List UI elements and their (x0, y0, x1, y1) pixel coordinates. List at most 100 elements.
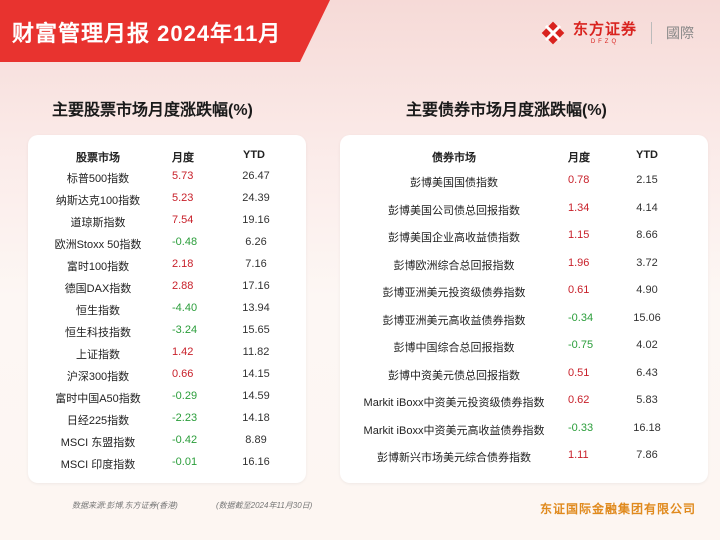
logo-divider (651, 22, 652, 44)
date-note: (数据截至2024年11月30日) (216, 501, 313, 510)
brand-logo: 东方证券 DFZQ 國際 (541, 18, 694, 48)
equity-row-month: -2.23 (172, 412, 198, 424)
bond-table-row: 彭博美国公司债总回报指数 1.34 4.14 (340, 202, 708, 218)
header-band (0, 0, 330, 62)
equity-table-row: 德国DAX指数 2.88 17.16 (28, 280, 306, 296)
logo-text: 东方证券 DFZQ (573, 22, 637, 45)
equity-row-month: 7.54 (172, 214, 194, 226)
equity-row-name: 欧洲Stoxx 50指数 (54, 239, 142, 251)
bond-table-row: Markit iBoxx中资美元投资级债券指数 0.62 5.83 (340, 394, 708, 410)
equity-table-row: 恒生科技指数 -3.24 15.65 (28, 324, 306, 340)
logo-sub: DFZQ (590, 38, 620, 45)
dfzq-logo-icon (541, 21, 565, 45)
bond-row-ytd: 4.14 (636, 201, 658, 214)
equity-row-month: 5.73 (172, 170, 194, 182)
equity-row-ytd: 14.59 (242, 390, 270, 402)
equity-row-name: 恒生科技指数 (65, 327, 131, 339)
equity-table-row: 上证指数 1.42 11.82 (28, 346, 306, 362)
equity-col-ytd: YTD (243, 149, 265, 161)
equity-table-row: 纳斯达克100指数 5.23 24.39 (28, 192, 306, 208)
bond-table-row: 彭博美国国债指数 0.78 2.15 (340, 174, 708, 190)
bond-row-ytd: 16.18 (633, 421, 661, 434)
equity-table-row: 富时100指数 2.18 7.16 (28, 258, 306, 274)
equity-table-row: 标普500指数 5.73 26.47 (28, 170, 306, 186)
logo-intl: 國際 (666, 25, 694, 41)
bond-table-row: 彭博亚洲美元高收益债券指数 -0.34 15.06 (340, 312, 708, 328)
bond-row-name: 彭博美国公司债总回报指数 (388, 204, 520, 217)
bond-row-name: 彭博新兴市场美元综合债券指数 (377, 452, 531, 464)
bond-row-ytd: 6.43 (636, 366, 658, 379)
page-title: 财富管理月报 2024年11月 (12, 21, 282, 46)
bond-row-name: 彭博欧洲综合总回报指数 (393, 259, 515, 272)
bond-table-row: 彭博美国企业高收益债指数 1.15 8.66 (340, 229, 708, 245)
equity-row-month: -4.40 (172, 302, 198, 314)
equity-row-month: 0.66 (172, 368, 194, 380)
equity-table-row: 欧洲Stoxx 50指数 -0.48 6.26 (28, 236, 306, 252)
bond-table-row: 彭博亚洲美元投资级债券指数 0.61 4.90 (340, 284, 708, 300)
bond-row-name: 彭博美国企业高收益债指数 (388, 232, 520, 244)
bond-row-month: 0.61 (568, 284, 590, 296)
logo-name: 东方证券 (572, 20, 637, 38)
equity-row-name: 德国DAX指数 (64, 283, 132, 295)
equity-row-month: -0.48 (172, 236, 198, 248)
bond-row-month: 1.96 (568, 256, 590, 269)
bond-row-name: Markit iBoxx中资美元高收益债券指数 (363, 424, 545, 437)
equity-table: 股票市场 月度 YTD 标普500指数 5.73 26.47 纳斯达克100指数 5.2… (28, 135, 306, 483)
equity-row-ytd: 11.82 (242, 346, 270, 358)
equity-row-month: -0.42 (172, 434, 198, 446)
equity-col-market: 股票市场 (76, 152, 120, 164)
bond-row-month: -0.75 (568, 339, 594, 351)
equity-row-ytd: 7.16 (245, 258, 267, 270)
equity-table-row: 沪深300指数 0.66 14.15 (28, 368, 306, 384)
equity-row-name: 沪深300指数 (66, 371, 130, 383)
bond-row-name: 彭博亚洲美元高收益债券指数 (382, 314, 526, 327)
equity-row-name: 道琼斯指数 (70, 217, 126, 229)
equity-row-month: 2.88 (172, 280, 194, 292)
bond-row-month: -0.33 (568, 421, 594, 434)
equity-table-row: 富时中国A50指数 -0.29 14.59 (28, 390, 306, 406)
bond-col-month: 月度 (568, 152, 590, 164)
equity-row-name: 日经225指数 (66, 415, 130, 427)
equity-row-ytd: 13.94 (242, 302, 270, 314)
equity-table-row: 日经225指数 -2.23 14.18 (28, 412, 306, 428)
equity-row-ytd: 8.89 (245, 434, 267, 446)
bond-row-ytd: 15.06 (633, 311, 661, 324)
bond-row-month: 1.34 (568, 201, 590, 214)
bond-row-ytd: 7.86 (636, 449, 658, 461)
equity-row-month: -3.24 (172, 324, 198, 336)
equity-row-name: 上证指数 (76, 349, 120, 361)
bond-row-name: 彭博美国国债指数 (410, 177, 498, 189)
equity-col-month: 月度 (172, 152, 194, 164)
equity-row-name: 纳斯达克100指数 (55, 195, 141, 207)
equity-table-row: MSCI 印度指数 -0.01 16.16 (28, 456, 306, 472)
bond-row-ytd: 2.15 (636, 174, 658, 186)
bond-row-month: 1.15 (568, 229, 590, 241)
equity-row-name: MSCI 东盟指数 (60, 437, 136, 449)
bond-table-row: Markit iBoxx中资美元高收益债券指数 -0.33 16.18 (340, 422, 708, 438)
company-name: 东证国际金融集团有限公司 (539, 502, 696, 516)
equity-row-ytd: 14.15 (242, 368, 270, 380)
bond-col-market: 债券市场 (432, 152, 476, 164)
equity-row-ytd: 17.16 (242, 280, 270, 292)
bond-row-ytd: 5.83 (636, 394, 658, 406)
bond-row-month: -0.34 (568, 311, 594, 324)
equity-row-ytd: 26.47 (242, 170, 270, 182)
bond-row-month: 0.78 (568, 174, 590, 186)
bond-col-ytd: YTD (636, 149, 658, 161)
equity-row-ytd: 14.18 (242, 412, 270, 424)
equity-row-month: -0.01 (172, 456, 198, 468)
equity-row-ytd: 19.16 (242, 214, 270, 226)
bond-table: 债券市场 月度 YTD 彭博美国国债指数 0.78 2.15 彭博美国公司债总回报指数… (340, 135, 708, 483)
equity-section-title: 主要股票市场月度涨跌幅(%) (52, 102, 253, 119)
bond-table-row: 彭博新兴市场美元综合债券指数 1.11 7.86 (340, 449, 708, 465)
bond-section-title: 主要债券市场月度涨跌幅(%) (406, 102, 607, 119)
bond-table-row: 彭博欧洲综合总回报指数 1.96 3.72 (340, 257, 708, 273)
bond-row-name: 彭博亚洲美元投资级债券指数 (382, 287, 526, 299)
equity-row-month: 1.42 (172, 346, 194, 358)
equity-row-month: 5.23 (172, 192, 194, 204)
source-note: 数据来源:彭博,东方证券(香港) (72, 501, 178, 510)
equity-row-ytd: 15.65 (242, 324, 270, 336)
equity-row-ytd: 16.16 (242, 456, 270, 468)
bond-row-name: Markit iBoxx中资美元投资级债券指数 (363, 397, 545, 409)
bond-table-row: 彭博中国综合总回报指数 -0.75 4.02 (340, 339, 708, 355)
